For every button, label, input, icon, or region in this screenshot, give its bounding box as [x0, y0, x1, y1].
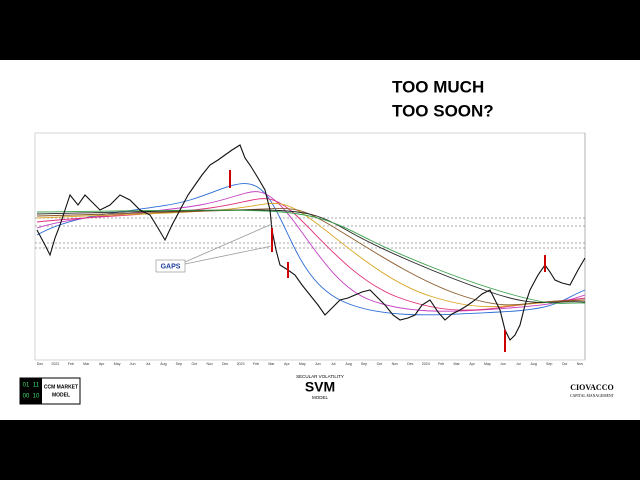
price-chart: GAPS Dec 2022 Feb Mar Apr May Jun Jul Aug Sep Oct N…	[34, 132, 586, 366]
x-axis-label: Mar	[453, 362, 460, 366]
bottom-bar	[0, 420, 640, 480]
x-axis-label: Jul	[516, 362, 521, 366]
left-logo: 01 11 00 10 CCM MARKET MODEL	[19, 377, 81, 405]
x-axis-label: Oct	[562, 362, 568, 366]
x-axis-label: May	[299, 362, 306, 366]
price-line	[36, 144, 586, 341]
x-axis-label: 2023	[237, 362, 245, 366]
logo-main: SVM	[305, 379, 335, 395]
title-line: TOO MUCH	[392, 77, 484, 96]
x-axis-label: Oct	[191, 362, 197, 366]
x-axis-label: Jun	[500, 362, 506, 366]
x-axis-label: Apr	[99, 362, 105, 366]
annotation-box	[155, 259, 186, 273]
x-axis-label: May	[114, 362, 121, 366]
x-axis-label: Sep	[176, 362, 182, 366]
x-axis-label: Aug	[345, 362, 351, 366]
x-axis-label: Nov	[392, 362, 399, 366]
x-axis-label: Sep	[546, 362, 552, 366]
x-axis-label: Dec	[37, 362, 44, 366]
x-axis-label: Nov	[577, 362, 584, 366]
right-logo: CIOVACCO CAPITAL MANAGEMENT	[570, 383, 615, 398]
logo-text: MODEL	[52, 392, 70, 398]
x-axis-label: Feb	[68, 362, 74, 366]
x-axis-label: Jul	[146, 362, 151, 366]
average-line	[36, 209, 586, 304]
average-line	[36, 208, 586, 306]
x-axis-label: Jun	[315, 362, 321, 366]
x-axis-label: Mar	[83, 362, 90, 366]
x-axis-label: Nov	[207, 362, 214, 366]
down-candles	[229, 170, 546, 352]
x-axis-label: Feb	[438, 362, 444, 366]
logo-digit: 10	[33, 394, 40, 400]
average-line	[36, 202, 586, 308]
x-axis-label: Apr	[284, 362, 290, 366]
x-axis-label: Oct	[377, 362, 383, 366]
arrow	[184, 245, 273, 265]
moving-averages	[36, 183, 586, 316]
logo-digits-bg	[20, 378, 42, 404]
x-axis-label: Feb	[253, 362, 259, 366]
logo-text: CCM MARKET	[44, 384, 78, 390]
x-axis-label: Aug	[160, 362, 166, 366]
x-axis-label: May	[484, 362, 491, 366]
plot-frame	[34, 132, 586, 361]
logo-digit: 11	[33, 383, 40, 389]
arrow	[184, 223, 273, 263]
x-axis-label: Dec	[407, 362, 414, 366]
top-bar	[0, 0, 640, 60]
x-axis-label: Jul	[331, 362, 336, 366]
logo-digit: 01	[23, 383, 30, 389]
logo-text: MODEL	[312, 395, 329, 400]
x-axis-label: 2024	[422, 362, 430, 366]
center-logo: SECULAR VOLATILITY SVM MODEL	[296, 374, 344, 400]
logo-digit: 00	[23, 394, 30, 400]
x-axis-label: Aug	[531, 362, 537, 366]
x-axis-label: Apr	[469, 362, 475, 366]
annotation: GAPS	[161, 263, 181, 270]
gap-arrows	[184, 223, 273, 265]
x-axis-label: Dec	[222, 362, 229, 366]
x-axis-label: Jun	[130, 362, 136, 366]
logo-text: CAPITAL MANAGEMENT	[570, 394, 615, 398]
logo-main: CIOVACCO	[570, 383, 613, 392]
average-line	[36, 191, 586, 312]
x-axis-label: Sep	[361, 362, 367, 366]
x-axis-label: Mar	[268, 362, 275, 366]
title-line: TOO SOON?	[392, 101, 494, 120]
x-axis-labels: Dec 2022 Feb Mar Apr May Jun Jul Aug Sep Oct Nov Dec…	[37, 362, 584, 366]
logo-text: SECULAR VOLATILITY	[296, 374, 344, 379]
x-axis-label: 2022	[51, 362, 59, 366]
